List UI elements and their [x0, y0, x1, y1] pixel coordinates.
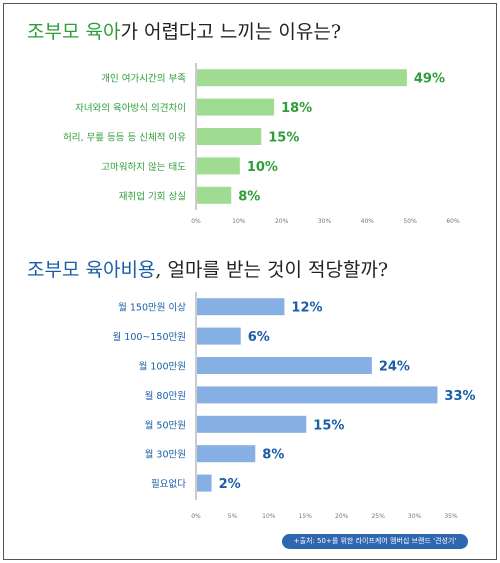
chart2-tick-label: 10%: [262, 513, 276, 520]
chart2-bar: [197, 298, 285, 316]
chart2-bar: [197, 386, 438, 404]
source-badge: +출처: 50+를 위한 라이프케어 멤버십 브랜드 '견성기': [282, 534, 468, 549]
chart2-bar: [197, 415, 307, 433]
chart2-title-highlight: 조부모 육아비용: [27, 259, 156, 281]
chart1-category-label: 허리, 무릎 등등 등 신체적 이유: [63, 132, 186, 144]
chart1-title-highlight: 조부모 육아: [27, 21, 121, 43]
chart2-svg: 월 150만원 이상 12% 월 100~150만원 6% 월 100만원 24% 월 80…: [113, 292, 476, 520]
chart2-bar: [197, 445, 256, 463]
chart2-value-label: 15%: [313, 418, 344, 433]
chart2-tick-label: 35%: [444, 513, 458, 520]
chart1-value-label: 18%: [281, 101, 312, 116]
chart1-category-label: 개인 여가시간의 부족: [101, 73, 186, 85]
chart2-tick-label: 25%: [371, 513, 385, 520]
chart2-tick-label: 5%: [228, 513, 238, 520]
chart2-value-label: 6%: [248, 330, 270, 345]
chart1-bar: [197, 128, 262, 145]
chart1-tick-label: 10%: [232, 218, 246, 225]
infographic-frame: [3, 3, 497, 560]
chart1-title-rest: 가 어렵다고 느끼는 이유는?: [120, 21, 342, 43]
chart1-tick-label: 0%: [191, 218, 201, 225]
chart2-value-label: 33%: [444, 389, 475, 404]
chart1-tick-label: 40%: [361, 218, 375, 225]
chart2-title: 조부모 육아비용, 얼마를 받는 것이 적당할까?: [27, 255, 388, 282]
chart1-value-label: 8%: [238, 189, 260, 204]
chart2-bar: [197, 327, 241, 345]
chart1-category-label: 재취업 기회 상실: [119, 190, 186, 202]
chart2-bar: [197, 357, 372, 374]
chart2-tick-label: 0%: [191, 513, 201, 520]
chart1-value-label: 49%: [414, 72, 445, 87]
chart1-value-label: 10%: [247, 160, 278, 175]
chart2-category-label: 월 50만원: [145, 419, 186, 431]
chart2-category-label: 월 30만원: [145, 449, 186, 461]
chart2-tick-label: 15%: [299, 513, 313, 520]
chart2-value-label: 24%: [379, 360, 410, 375]
chart2-tick-label: 30%: [408, 513, 422, 520]
chart1-tick-label: 60%: [446, 218, 460, 225]
chart2-tick-label: 20%: [335, 513, 349, 520]
chart2-category-label: 월 100~150만원: [113, 331, 186, 343]
chart2-value-label: 12%: [291, 301, 322, 316]
chart2-category-label: 월 150만원 이상: [118, 302, 186, 314]
chart1-tick-label: 30%: [318, 218, 332, 225]
chart1-bar: [197, 186, 232, 204]
chart2-category-label: 월 100만원: [139, 361, 186, 373]
chart2-value-label: 8%: [262, 448, 284, 463]
chart1-title: 조부모 육아가 어렵다고 느끼는 이유는?: [27, 17, 341, 44]
chart1-svg: 개인 여가시간의 부족 49% 자녀와의 육아방식 의견차이 18% 허리, 무릎 등등…: [63, 63, 460, 225]
chart1-category-label: 고마워하지 않는 태도: [101, 161, 186, 173]
chart1-tick-label: 20%: [275, 218, 289, 225]
chart1-bar: [197, 69, 407, 87]
chart2-bar: [197, 474, 212, 492]
chart2-value-label: 2%: [219, 477, 241, 492]
chart2-category-label: 필요없다: [151, 478, 186, 490]
chart2-title-rest: , 얼마를 받는 것이 적당할까?: [155, 259, 389, 281]
chart1-value-label: 15%: [268, 131, 299, 146]
chart2-category-label: 월 80만원: [145, 390, 186, 402]
chart1-tick-label: 50%: [403, 218, 417, 225]
chart1-bar: [197, 157, 240, 175]
chart1-category-label: 자녀와의 육아방식 의견차이: [75, 102, 186, 114]
chart1-bar: [197, 98, 275, 116]
